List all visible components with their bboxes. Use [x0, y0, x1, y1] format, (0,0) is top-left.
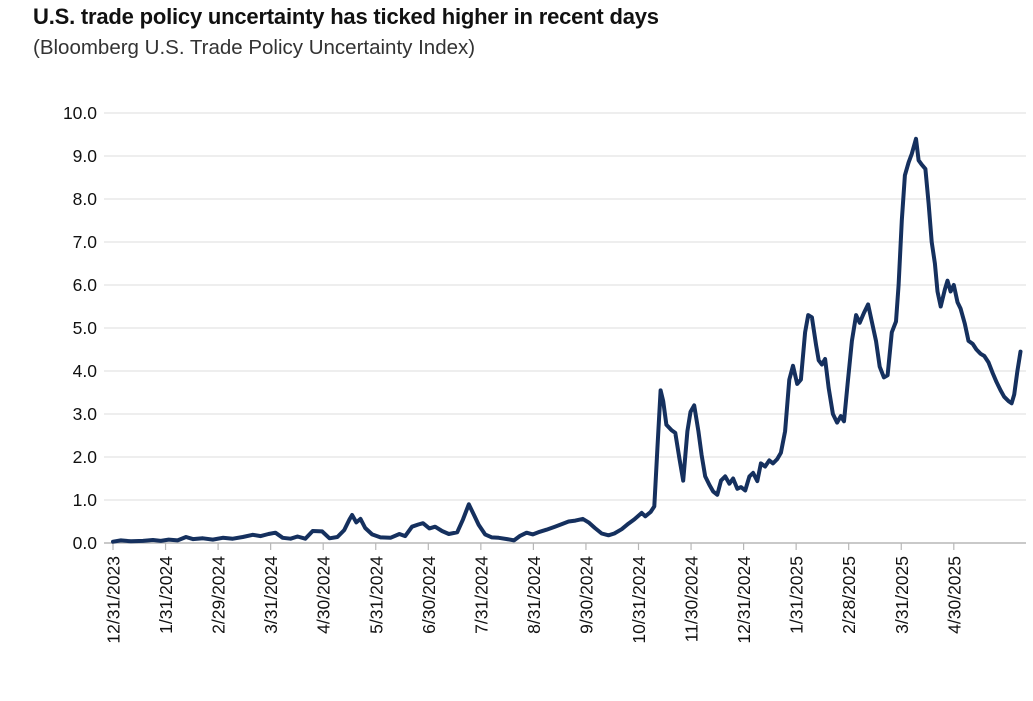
y-tick-label: 0.0 [73, 533, 98, 553]
x-tick-label: 9/30/2024 [576, 556, 596, 634]
x-tick-label: 12/31/2024 [734, 556, 754, 644]
x-tick-label: 11/30/2024 [682, 556, 702, 643]
y-tick-label: 2.0 [73, 447, 98, 467]
y-tick-label: 1.0 [73, 490, 98, 510]
x-tick-label: 2/28/2025 [839, 556, 859, 634]
x-tick-label: 4/30/2025 [944, 556, 964, 634]
y-tick-label: 4.0 [73, 361, 98, 381]
y-tick-label: 3.0 [73, 404, 98, 424]
y-tick-label: 9.0 [73, 146, 98, 166]
x-tick-label: 3/31/2024 [261, 556, 281, 634]
y-tick-label: 7.0 [73, 232, 98, 252]
x-tick-label: 1/31/2024 [156, 556, 176, 634]
x-tick-label: 6/30/2024 [419, 556, 439, 634]
chart-subtitle: (Bloomberg U.S. Trade Policy Uncertainty… [33, 36, 476, 59]
uncertainty-index-line [111, 136, 1023, 544]
x-tick-label: 8/31/2024 [524, 556, 544, 634]
x-tick-label: 7/31/2024 [471, 556, 491, 634]
x-tick-label: 12/31/2023 [104, 556, 124, 644]
x-tick-label: 10/31/2024 [629, 556, 649, 644]
x-tick-label: 2/29/2024 [209, 556, 229, 634]
y-tick-label: 5.0 [73, 318, 98, 338]
y-tick-label: 10.0 [63, 103, 97, 123]
x-tick-label: 1/31/2025 [787, 556, 807, 634]
x-tick-label: 4/30/2024 [314, 556, 334, 634]
y-tick-label: 6.0 [73, 275, 98, 295]
x-tick-label: 3/31/2025 [892, 556, 912, 634]
y-tick-label: 8.0 [73, 189, 98, 209]
x-tick-label: 5/31/2024 [366, 556, 386, 634]
chart-title: U.S. trade policy uncertainty has ticked… [33, 4, 659, 29]
